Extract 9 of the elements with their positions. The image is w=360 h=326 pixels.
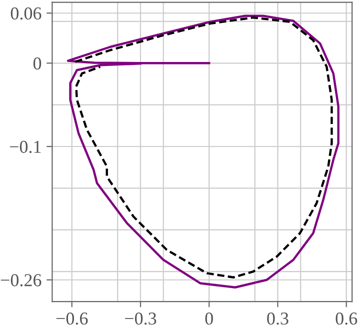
y-tick-label: 0.06	[10, 7, 42, 20]
x-tick-label: −0.3	[125, 312, 156, 325]
y-tick-label: −0.1	[10, 140, 41, 154]
y-tick-label: −0.26	[0, 274, 42, 286]
x-tick-label: 0	[205, 312, 213, 325]
y-tick-label: 0	[33, 57, 42, 70]
x-tick-label: 0.6	[336, 312, 358, 325]
x-tick-label: −0.6	[56, 312, 88, 325]
x-tick-label: 0.3	[267, 312, 288, 325]
